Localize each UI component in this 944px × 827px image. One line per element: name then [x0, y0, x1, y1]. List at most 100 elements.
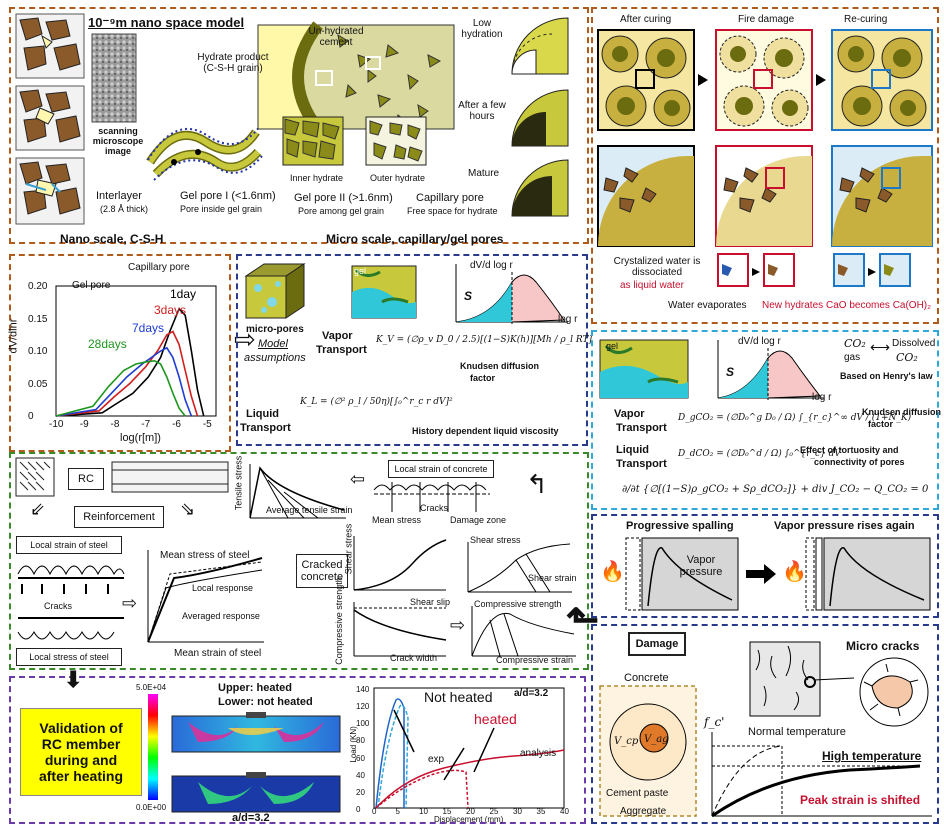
load-x-tick: 10 — [419, 807, 428, 816]
logr-label: log r — [558, 314, 578, 325]
co2-vapor-transport-label: Transport — [616, 422, 667, 434]
damage-zone-label: Damage zone — [450, 515, 507, 525]
knudsen-label: Knudsen diffusion — [460, 361, 539, 371]
aggregate-label: Aggregate — [620, 806, 667, 817]
henry-label: Based on Henry's law — [840, 371, 933, 381]
micro-pore-cube — [244, 263, 417, 319]
model-label: Model — [258, 338, 288, 350]
pore-ylabel: dV/dlnr — [7, 318, 20, 354]
pore-legend-1day: 1day — [170, 287, 197, 301]
as-liquid-label: as liquid water — [620, 280, 684, 291]
cracked-concrete-box: Cracked concrete — [296, 554, 348, 588]
micro-scale-caption: Micro scale, capillary/gel pores — [326, 232, 504, 246]
fc-strain-chart — [711, 732, 932, 818]
svg-text:🔥: 🔥 — [782, 559, 807, 583]
capillary-pore-heading: Capillary pore — [128, 262, 190, 273]
mean-strain-steel-label: Mean strain of steel — [174, 648, 262, 659]
after-hours-label: After a few hours — [458, 100, 506, 122]
co2-balance-equation: ∂/∂t {∅[(1−S)ρ_gCO₂ + Sρ_dCO₂]} + div J_… — [622, 484, 929, 495]
fc-label: f_c' — [704, 715, 725, 729]
vapor-rises-label: Vapor pressure rises again — [774, 520, 915, 532]
unhydrated-label: Un-hydrated cement — [308, 26, 364, 48]
pore-series-28days — [55, 359, 186, 417]
co2-vapor-label: Vapor — [614, 408, 645, 420]
low-hydration-label: Low hydration — [461, 18, 503, 40]
averaged-response-label: Averaged response — [182, 611, 260, 621]
load-y-tick: 80 — [356, 736, 365, 746]
kl-equation: K_L = (∅² ρ_l / 50η)[∫₀^r_c r dV]² — [300, 397, 453, 407]
cement-grain-images — [15, 13, 85, 225]
beam-contours — [171, 712, 341, 813]
pore-series-3days — [55, 330, 199, 417]
validation-line-2: RC member — [41, 736, 121, 752]
load-x-tick: 30 — [513, 807, 522, 816]
rc-arrow-left: ⇦ — [350, 469, 366, 489]
compressive-width-chart — [353, 602, 447, 657]
pore-y-tick: 0.10 — [28, 346, 48, 357]
pore-x-tick: -6 — [172, 419, 181, 430]
shear-slip-label: Shear slip — [410, 597, 451, 607]
pore-x-tick: -9 — [79, 419, 89, 430]
load-xlabel: Displacement (mm) — [434, 815, 504, 824]
pore-legend-3days: 3days — [154, 303, 187, 317]
vag-label: V_ag — [644, 734, 669, 745]
cao-label: CaO becomes Ca(OH)₂ — [826, 300, 932, 311]
normal-temp-label: Normal temperature — [748, 726, 846, 738]
connectivity-label: connectivity of pores — [814, 457, 905, 467]
pore-distribution-panel — [9, 254, 231, 452]
local-stress-steel-box: Local stress of steel — [16, 648, 122, 666]
scale-max-label: 5.0E+04 — [136, 683, 167, 692]
hydration-stages — [511, 17, 569, 217]
capillary-pore-label: Capillary pore — [416, 192, 484, 204]
after-curing-label: After curing — [620, 14, 672, 25]
load-x-tick: 20 — [466, 807, 475, 816]
sem-image — [91, 33, 137, 123]
compressive-strength-label: Compressive strength — [474, 599, 562, 609]
co2-liquid-transport-label: Transport — [616, 458, 667, 470]
load-x-tick: 0 — [372, 807, 377, 816]
gel-label-micro: gel — [354, 266, 367, 276]
load-displacement-chart — [373, 687, 565, 809]
peak-shift-label: Peak strain is shifted — [800, 793, 921, 807]
rc-box: RC — [68, 468, 104, 490]
local-strain-concrete-box: Local strain of concrete — [388, 460, 494, 478]
vapor-transport-label: Transport — [316, 344, 367, 356]
gel-pore1-label: Gel pore I (<1.6nm) — [180, 190, 276, 202]
fire-damage-label: Fire damage — [738, 14, 795, 25]
nano-scale-caption: Nano scale, C-S-H — [60, 232, 164, 246]
load-y-tick: 20 — [356, 787, 365, 797]
interlayer-label: Interlayer — [96, 190, 142, 202]
load-y-tick: 0 — [356, 805, 361, 814]
mean-stress-label: Mean stress — [372, 515, 422, 525]
crystalized-label: Crystalized water is dissociated — [613, 256, 701, 278]
rc-arrow-down: ⇙ — [30, 499, 46, 519]
gel-pore1-desc: Pore inside gel grain — [180, 204, 263, 214]
pore-series-1day — [55, 307, 205, 417]
co2-knudsen-factor: factor — [868, 419, 894, 429]
nano-micro-panel — [9, 7, 589, 244]
pore-y-tick: 0.05 — [28, 378, 48, 390]
inner-hydrate-tile — [282, 116, 344, 166]
damage-box: Damage — [628, 632, 686, 656]
pore-series-7days — [55, 346, 193, 417]
re-curing-label: Re-curing — [844, 14, 888, 25]
transport-model-panel — [236, 254, 588, 446]
load-x-tick: 5 — [395, 807, 400, 816]
pore-xlabel: log(r[m]) — [120, 432, 161, 444]
co2-gel-label: gel — [606, 341, 619, 351]
pore-y-tick: 0 — [28, 411, 34, 422]
co2-logr-label: log r — [812, 392, 832, 403]
co2-double-arrow: ⟷ — [870, 339, 891, 355]
cement-grain-zoom — [257, 21, 455, 133]
pore-legend-7days: 7days — [132, 321, 165, 335]
fire-damage-sequence — [597, 29, 933, 287]
rc-corner-arrow: ↰ — [526, 469, 548, 499]
pore-y-tick: 0.20 — [28, 281, 48, 292]
co2-dvdlogr: dV/d log r — [738, 336, 781, 347]
upper-heated-label: Upper: heated — [218, 682, 292, 694]
validation-line-3: during and — [44, 752, 118, 768]
ad-label-chart: a/d=3.2 — [514, 688, 549, 699]
rc-model-panel — [9, 452, 589, 670]
crack-width-label: Crack width — [390, 653, 438, 663]
load-x-tick: 15 — [442, 807, 452, 816]
